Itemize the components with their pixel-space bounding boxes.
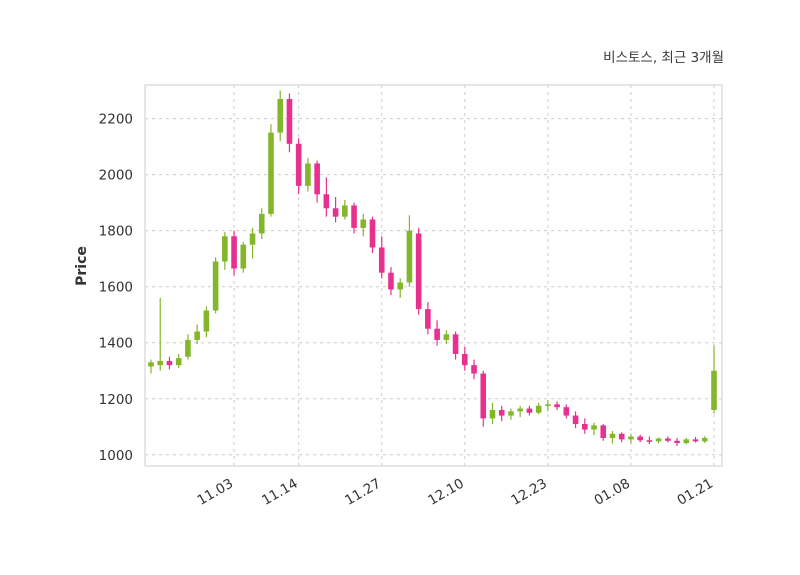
candle-body xyxy=(332,208,339,217)
candle-body xyxy=(166,360,173,366)
x-tick-label: 11.14 xyxy=(259,476,300,509)
candle-body xyxy=(526,408,533,413)
candle-body xyxy=(397,282,403,290)
candle-body xyxy=(517,408,523,412)
candle-body xyxy=(655,438,662,442)
candle-body xyxy=(637,436,643,441)
candle-body xyxy=(378,247,385,273)
y-tick-label: 1000 xyxy=(99,448,133,464)
candle-body xyxy=(701,437,708,442)
candle-body xyxy=(471,365,477,374)
candle-body xyxy=(480,373,487,419)
candle-body xyxy=(249,233,256,245)
candle-body xyxy=(258,213,265,234)
candle-body xyxy=(498,409,505,416)
candle-body xyxy=(369,219,376,248)
candle-body xyxy=(148,362,154,367)
candle-body xyxy=(489,409,496,419)
candle-body xyxy=(683,439,690,444)
candle-body xyxy=(231,236,237,269)
candle-body xyxy=(609,433,616,438)
candle-body xyxy=(360,219,367,228)
candle-body xyxy=(572,415,579,424)
candle-body xyxy=(452,334,459,354)
candle-body xyxy=(406,230,413,283)
candle-body xyxy=(286,99,293,144)
candle-body xyxy=(628,436,634,440)
x-tick-label: 12.10 xyxy=(425,476,466,509)
y-tick-label: 2000 xyxy=(99,168,133,184)
candle-body xyxy=(323,194,330,209)
candle-body xyxy=(157,360,164,366)
candle-body xyxy=(175,358,182,366)
candle-body xyxy=(425,309,431,329)
x-tick-label: 11.27 xyxy=(342,476,383,509)
candle-body xyxy=(692,439,699,442)
candle-body xyxy=(351,205,357,228)
candle-body xyxy=(545,404,551,406)
candle-body xyxy=(194,331,200,340)
candle-body xyxy=(277,99,284,133)
candle-body xyxy=(295,143,302,186)
candle-body xyxy=(711,370,717,410)
candle-body xyxy=(535,405,542,413)
candle-body xyxy=(342,205,348,217)
candle-body xyxy=(591,425,597,430)
candle-body xyxy=(581,423,588,430)
plot-border xyxy=(144,84,723,467)
candle-body xyxy=(600,425,607,438)
x-tick-label: 01.08 xyxy=(591,476,632,509)
candle-body xyxy=(443,334,450,340)
x-tick-label: 11.03 xyxy=(195,476,236,509)
candle-body xyxy=(618,433,625,440)
candle-body xyxy=(222,236,228,262)
candle-body xyxy=(665,438,671,441)
y-axis-label: Price xyxy=(73,246,90,286)
candle-body xyxy=(314,163,320,195)
candle-body xyxy=(646,440,653,442)
candle-body xyxy=(554,404,560,408)
x-tick-label: 12.23 xyxy=(508,476,549,509)
candle-body xyxy=(203,310,210,332)
candle-body xyxy=(674,440,680,444)
candle-body xyxy=(415,233,422,310)
y-tick-label: 1400 xyxy=(99,336,133,352)
y-tick-label: 1200 xyxy=(99,392,133,408)
candle-body xyxy=(240,244,247,269)
candle-body xyxy=(508,411,514,416)
candle-body xyxy=(388,272,394,290)
y-tick-label: 1600 xyxy=(99,280,133,296)
x-tick-label: 01.21 xyxy=(675,476,716,509)
candle-body xyxy=(185,339,191,357)
candle-body xyxy=(462,353,468,366)
chart-title: 비스토스, 최근 3개월 xyxy=(603,50,724,66)
candle-body xyxy=(434,328,440,340)
y-tick-label: 2200 xyxy=(99,112,133,128)
candle-body xyxy=(268,132,274,214)
candle-body xyxy=(212,261,219,311)
candle-body xyxy=(563,407,570,416)
candle-body xyxy=(305,163,311,186)
y-tick-label: 1800 xyxy=(99,224,133,240)
